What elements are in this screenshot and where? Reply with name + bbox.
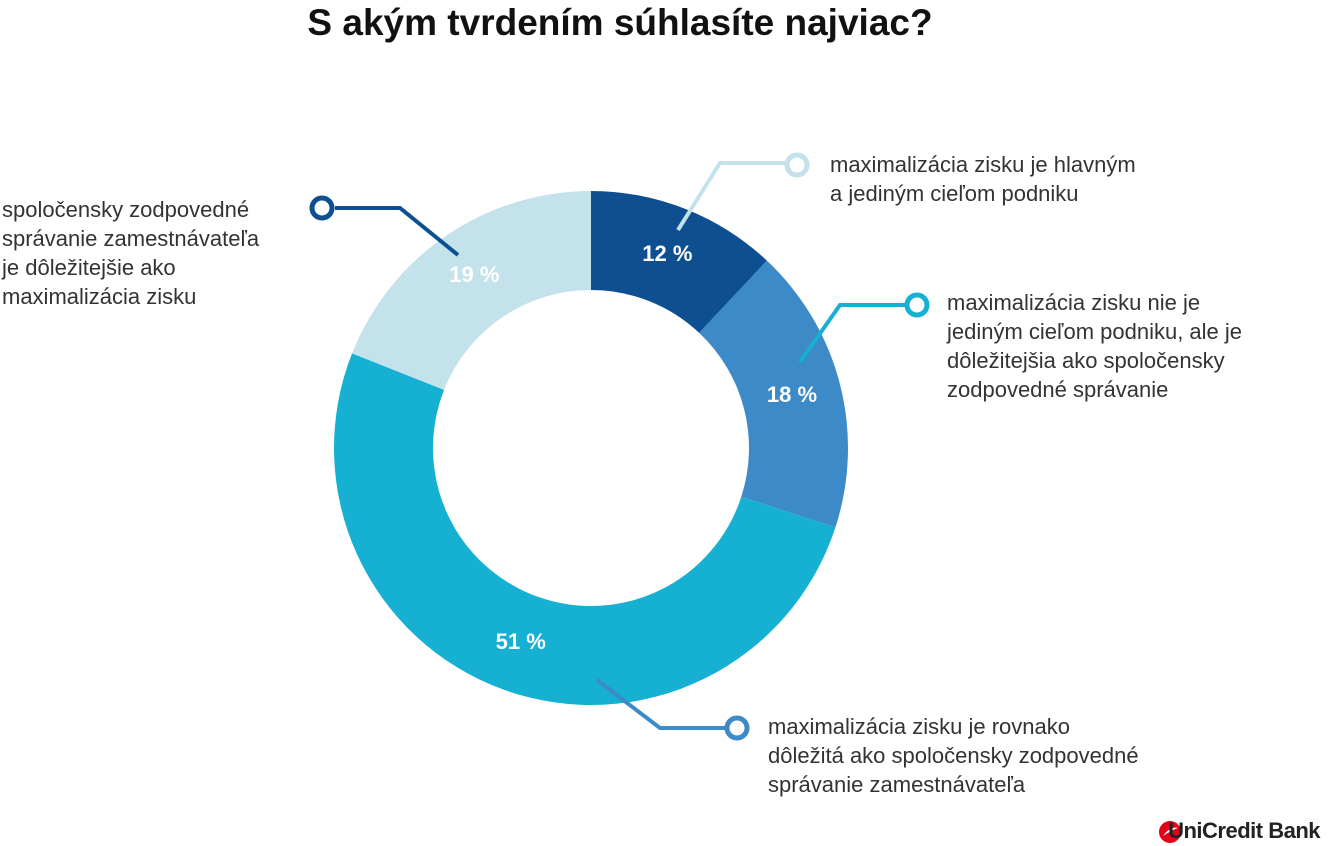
value-label: 18 % bbox=[767, 382, 817, 407]
slice bbox=[699, 260, 848, 528]
category-label: maximalizácia zisku je hlavným a jediným… bbox=[830, 152, 1136, 206]
leader-line bbox=[798, 303, 905, 364]
value-label: 19 % bbox=[449, 262, 499, 287]
category-label: spoločensky zodpovedné správanie zamestn… bbox=[2, 197, 260, 309]
leader-line bbox=[335, 206, 460, 257]
slice bbox=[333, 353, 836, 706]
category-label: maximalizácia zisku nie je jediným cieľo… bbox=[947, 290, 1243, 402]
leader-dot bbox=[309, 195, 335, 221]
leader-line bbox=[595, 678, 725, 730]
leader-dot bbox=[724, 715, 750, 741]
category-label: maximalizácia zisku je rovnako dôležitá … bbox=[768, 714, 1139, 797]
brand-logo bbox=[1159, 821, 1181, 843]
slice bbox=[352, 191, 591, 390]
leaders bbox=[309, 152, 930, 741]
value-label: 51 % bbox=[496, 629, 546, 654]
leader-dot bbox=[904, 292, 930, 318]
value-label: 12 % bbox=[642, 241, 692, 266]
slice bbox=[591, 191, 767, 333]
chart-title: S akým tvrdením súhlasíte najviac? bbox=[307, 2, 933, 43]
leader-dot bbox=[784, 152, 810, 178]
brand: UniCredit Bank bbox=[1168, 818, 1320, 843]
leader-line bbox=[676, 161, 785, 232]
